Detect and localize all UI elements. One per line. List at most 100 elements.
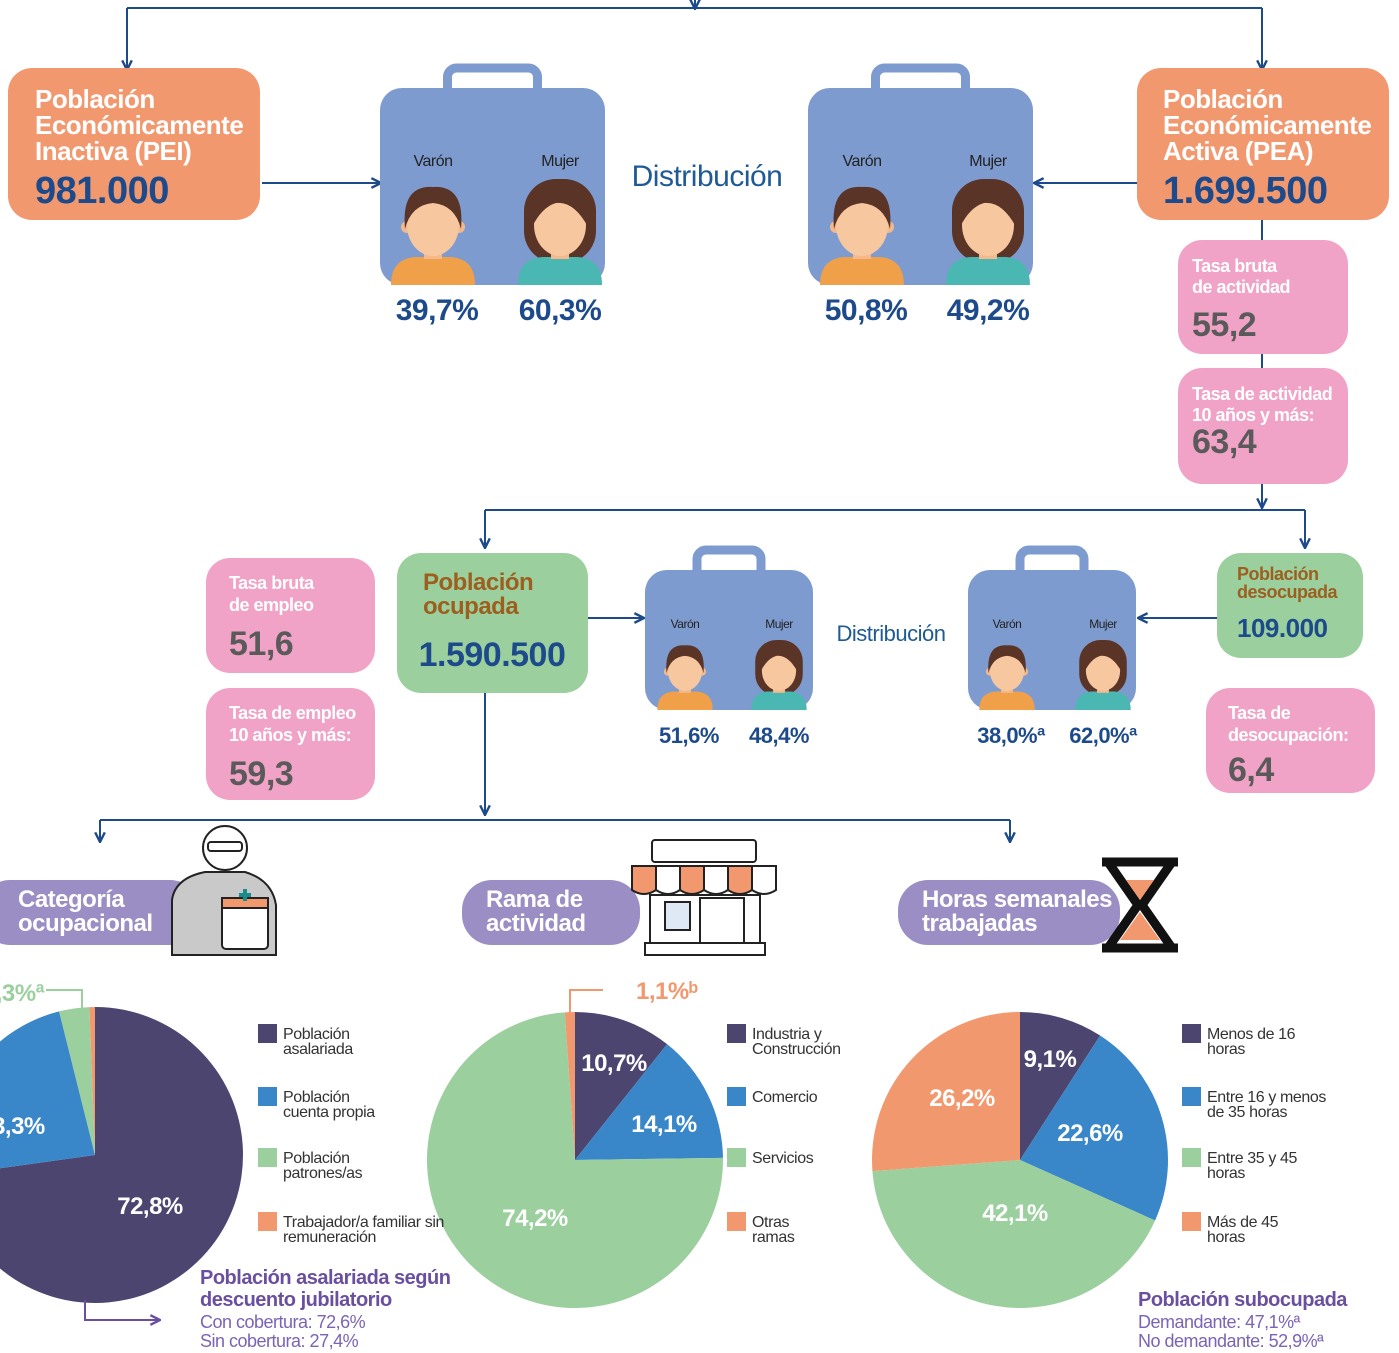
- note-line: Con cobertura: 72,6%: [200, 1312, 366, 1332]
- legend-swatch: [727, 1148, 746, 1167]
- pie-value-label: 74,2%: [502, 1205, 568, 1232]
- pie-value-label: 72,8%: [117, 1193, 183, 1220]
- section-title: Horas semanales: [922, 886, 1112, 913]
- legend-swatch: [1182, 1148, 1201, 1167]
- pei-title: Inactiva (PEI): [35, 136, 191, 166]
- legend-label: Población cuenta propia: [283, 1090, 393, 1120]
- page: PoblaciónEconómicamenteInactiva (PEI)981…: [0, 0, 1399, 1353]
- connector-arrow: [85, 1300, 160, 1320]
- gender-label: Mujer: [541, 153, 580, 170]
- legend-label: Población patrones/as: [283, 1151, 393, 1181]
- female-icon: [1075, 640, 1130, 710]
- rate-title: 10 años y más:: [229, 725, 351, 745]
- gender-label: Varón: [671, 617, 700, 631]
- store-awning: [704, 866, 728, 894]
- note-title: descuento jubilatorio: [200, 1289, 392, 1311]
- desocupada-value: 109.000: [1237, 613, 1328, 643]
- distribution-label: Distribución: [632, 160, 783, 193]
- legend-swatch: [1182, 1087, 1201, 1106]
- male-share: 51,6%: [659, 723, 719, 748]
- store-door: [700, 898, 744, 945]
- legend-label: Población asalariada: [283, 1027, 393, 1057]
- store-awning: [752, 866, 776, 894]
- shoulders: [518, 257, 602, 285]
- gender-label: Mujer: [765, 617, 793, 631]
- rate-title: desocupación:: [1228, 725, 1349, 745]
- legend-swatch: [258, 1212, 277, 1231]
- rate-title: Tasa de empleo: [229, 703, 356, 723]
- male-share: 39,7%: [396, 294, 479, 327]
- store-awning: [680, 866, 704, 894]
- rate-value: 51,6: [229, 625, 293, 663]
- legend-label: Comercio: [752, 1090, 862, 1105]
- gender-label: Varón: [413, 153, 452, 170]
- female-share: 48,4%: [749, 723, 809, 748]
- distribution-label: Distribución: [837, 621, 946, 646]
- rate-value: 63,4: [1192, 423, 1257, 461]
- pei-value: 981.000: [35, 170, 169, 212]
- pie-value-label: 42,1%: [982, 1200, 1048, 1227]
- legend-label: Entre 16 y menos de 35 horas: [1207, 1090, 1347, 1120]
- legend-label: Menos de 16 horas: [1207, 1027, 1297, 1057]
- female-icon: [946, 179, 1030, 285]
- section-title: actividad: [486, 910, 586, 937]
- legend-swatch: [1182, 1024, 1201, 1043]
- store-awning: [728, 866, 752, 894]
- shoulders: [979, 692, 1034, 710]
- legend-label: Trabajador/a familiar sin remuneración: [283, 1215, 453, 1245]
- note-title: Población subocupada: [1138, 1289, 1348, 1311]
- female-share: 60,3%: [519, 294, 602, 327]
- legend-label: Entre 35 y 45 horas: [1207, 1151, 1297, 1181]
- pie-value-label: 9,1%: [1024, 1046, 1077, 1073]
- gender-label: Mujer: [1089, 617, 1117, 631]
- shoulders: [1075, 692, 1130, 710]
- shoulders: [391, 257, 475, 285]
- shoulders: [657, 692, 712, 710]
- pie-value-label: 23,3%: [0, 1113, 45, 1140]
- legend-label: Industria y Construcción: [752, 1027, 872, 1057]
- pie-value-label: 26,2%: [929, 1085, 995, 1112]
- note-line: Sin cobertura: 27,4%: [200, 1331, 359, 1351]
- female-share: 62,0%ª: [1069, 723, 1138, 748]
- note-line: No demandante: 52,9%ª: [1138, 1331, 1324, 1351]
- store-awning: [656, 866, 680, 894]
- store-window: [665, 902, 690, 930]
- pie-value-label: 14,1%: [631, 1111, 697, 1138]
- rate-value: 59,3: [229, 755, 293, 793]
- rate-title: Tasa bruta: [229, 573, 315, 593]
- gender-label: Varón: [993, 617, 1022, 631]
- female-icon: [751, 640, 806, 710]
- rate-title: 10 años y más:: [1192, 405, 1314, 425]
- connector-arrow: [570, 990, 603, 1015]
- ocupada-title: Población: [423, 569, 533, 596]
- shoulders: [820, 257, 904, 285]
- gender-label: Mujer: [969, 153, 1008, 170]
- pea-title: Activa (PEA): [1163, 136, 1313, 166]
- legend-label: Más de 45 horas: [1207, 1215, 1287, 1245]
- store-sign: [652, 840, 756, 862]
- male-share: 50,8%: [825, 294, 908, 327]
- infographic: PoblaciónEconómicamenteInactiva (PEI)981…: [0, 0, 1399, 1353]
- legend-label: Otras ramas: [752, 1215, 812, 1245]
- pie-value-label: 22,6%: [1057, 1120, 1123, 1147]
- legend-swatch: [727, 1024, 746, 1043]
- shoulders: [946, 257, 1030, 285]
- shoulders: [751, 692, 806, 710]
- rate-value: 55,2: [1192, 306, 1256, 344]
- legend-swatch: [258, 1024, 277, 1043]
- pie-value-label: 3,3%ª: [0, 980, 45, 1007]
- section-title: Categoría: [18, 886, 125, 913]
- desocupada-title: Población: [1237, 564, 1319, 584]
- ocupada-value: 1.590.500: [419, 636, 566, 674]
- female-share: 49,2%: [947, 294, 1030, 327]
- pie-value-label: 1,1%ᵇ: [636, 978, 698, 1005]
- section-title: ocupacional: [18, 910, 153, 937]
- store-awning: [632, 866, 656, 894]
- store-base: [645, 943, 765, 955]
- ocupada-title: ocupada: [423, 593, 519, 620]
- gender-label: Varón: [842, 153, 881, 170]
- legend-label: Servicios: [752, 1151, 862, 1166]
- worker-head: [203, 826, 247, 870]
- rate-title: de empleo: [229, 595, 314, 615]
- section-title: trabajadas: [922, 910, 1037, 937]
